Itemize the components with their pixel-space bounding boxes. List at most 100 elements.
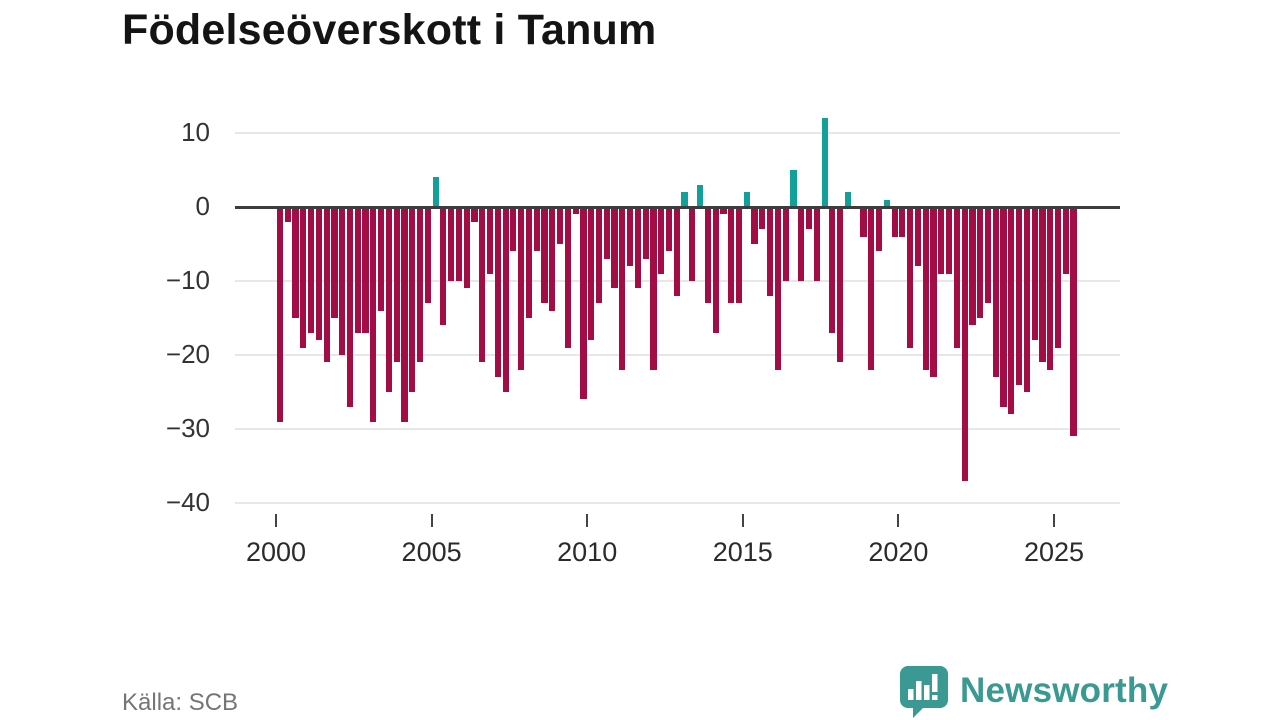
bar-2017-q3 — [821, 118, 828, 207]
bar-2001-q2 — [315, 207, 322, 341]
bar-2018-q4 — [860, 207, 867, 237]
bar-2010-q3 — [603, 207, 610, 259]
bar-2023-q1 — [992, 207, 999, 378]
y-axis-label--40: −40 — [165, 487, 210, 517]
bar-2022-q3 — [977, 207, 984, 318]
bar-2003-q4 — [393, 207, 400, 363]
x-axis-label-2025: 2025 — [1023, 537, 1085, 567]
bar-2004-q1 — [401, 207, 408, 422]
bar-2020-q4 — [922, 207, 929, 370]
bar-2010-q1 — [588, 207, 595, 341]
bar-2025-q3 — [1070, 207, 1077, 437]
bar-2020-q2 — [907, 207, 914, 348]
bar-2006-q2 — [471, 207, 478, 222]
bar-2017-q2 — [813, 207, 820, 281]
bar-2014-q1 — [712, 207, 719, 333]
bar-2015-q3 — [759, 207, 766, 230]
bar-2025-q2 — [1062, 207, 1069, 274]
bar-2020-q3 — [914, 207, 922, 267]
bar-2013-q2 — [689, 207, 696, 281]
bar-2014-q3 — [728, 207, 735, 304]
bar-2016-q4 — [798, 207, 805, 281]
x-tick-2000 — [275, 514, 277, 527]
bar-2014-q2 — [720, 207, 727, 215]
bar-2024-q3 — [1039, 207, 1046, 363]
bar-2011-q3 — [634, 207, 641, 289]
bar-2019-q1 — [868, 207, 875, 370]
bar-2024-q1 — [1023, 207, 1030, 392]
y-axis-label-0: 0 — [195, 191, 210, 221]
bar-2006-q1 — [463, 207, 470, 289]
gridline--20 — [235, 354, 1120, 356]
y-axis-label--10: −10 — [165, 265, 210, 295]
bar-2002-q4 — [362, 207, 369, 333]
bar-2009-q1 — [556, 207, 564, 244]
bar-2018-q1 — [837, 207, 844, 363]
bar-2009-q3 — [572, 207, 579, 215]
bar-2000-q4 — [300, 207, 307, 348]
bar-2011-q4 — [642, 207, 649, 259]
source-note: Källa: SCB — [122, 689, 239, 716]
bar-2004-q3 — [416, 207, 424, 363]
bar-2008-q4 — [549, 207, 556, 311]
gridline--30 — [235, 428, 1120, 430]
bar-2021-q1 — [930, 207, 937, 378]
bar-2000-q3 — [292, 207, 299, 318]
bar-2003-q2 — [378, 207, 385, 311]
bar-2012-q4 — [673, 207, 680, 296]
bar-2007-q2 — [502, 207, 509, 392]
bar-2013-q4 — [704, 207, 711, 304]
bar-2003-q3 — [385, 207, 392, 392]
bar-2019-q3 — [883, 199, 890, 207]
bar-2000-q2 — [284, 207, 291, 222]
x-axis-label-2015: 2015 — [712, 537, 773, 567]
bar-2001-q4 — [331, 207, 338, 318]
speech-bubble-bar-chart-icon — [900, 666, 948, 718]
bar-2012-q3 — [665, 207, 673, 252]
bar-2012-q1 — [650, 207, 657, 370]
zero-axis-line — [235, 205, 1120, 209]
bar-2004-q4 — [424, 207, 431, 304]
bar-2005-q3 — [448, 207, 455, 281]
bar-2002-q2 — [346, 207, 354, 407]
bar-2023-q3 — [1008, 207, 1015, 415]
bar-2003-q1 — [370, 207, 377, 422]
bar-2011-q2 — [627, 207, 634, 267]
bar-2022-q2 — [969, 207, 976, 326]
bar-2009-q4 — [580, 207, 587, 400]
bar-2011-q1 — [619, 207, 626, 370]
bar-2021-q2 — [938, 207, 945, 274]
bar-2013-q3 — [697, 184, 704, 207]
bar-2017-q4 — [829, 207, 836, 333]
bar-2008-q1 — [525, 207, 533, 318]
bar-2016-q1 — [774, 207, 781, 370]
bar-2016-q3 — [790, 170, 797, 207]
x-tick-2020 — [897, 514, 900, 527]
x-tick-2005 — [430, 514, 433, 527]
bar-2012-q2 — [658, 207, 665, 274]
bar-2015-q2 — [751, 207, 758, 244]
chart-title: Födelseöverskott i Tanum — [122, 6, 657, 54]
bar-2023-q4 — [1016, 207, 1023, 385]
bar-2015-q4 — [767, 207, 774, 296]
bar-2007-q4 — [518, 207, 525, 370]
x-axis-label-2005: 2005 — [401, 537, 462, 567]
x-axis-label-2010: 2010 — [557, 537, 618, 567]
bar-2002-q1 — [339, 207, 346, 355]
gridline--40 — [235, 502, 1120, 504]
bar-2013-q1 — [681, 192, 688, 207]
bar-2005-q4 — [455, 207, 463, 281]
bar-2019-q2 — [875, 207, 883, 252]
bar-2025-q1 — [1054, 207, 1062, 348]
bar-2024-q2 — [1031, 207, 1038, 341]
bar-2001-q3 — [323, 207, 330, 363]
brand-logo: Newsworthy — [896, 664, 1168, 718]
bar-2018-q2 — [844, 192, 852, 207]
bar-2008-q3 — [541, 207, 548, 304]
gridline-10 — [235, 132, 1120, 134]
bar-2015-q1 — [743, 192, 750, 207]
bar-2019-q4 — [891, 207, 898, 237]
bar-2001-q1 — [308, 207, 315, 333]
y-axis-label-10: 10 — [181, 117, 210, 147]
